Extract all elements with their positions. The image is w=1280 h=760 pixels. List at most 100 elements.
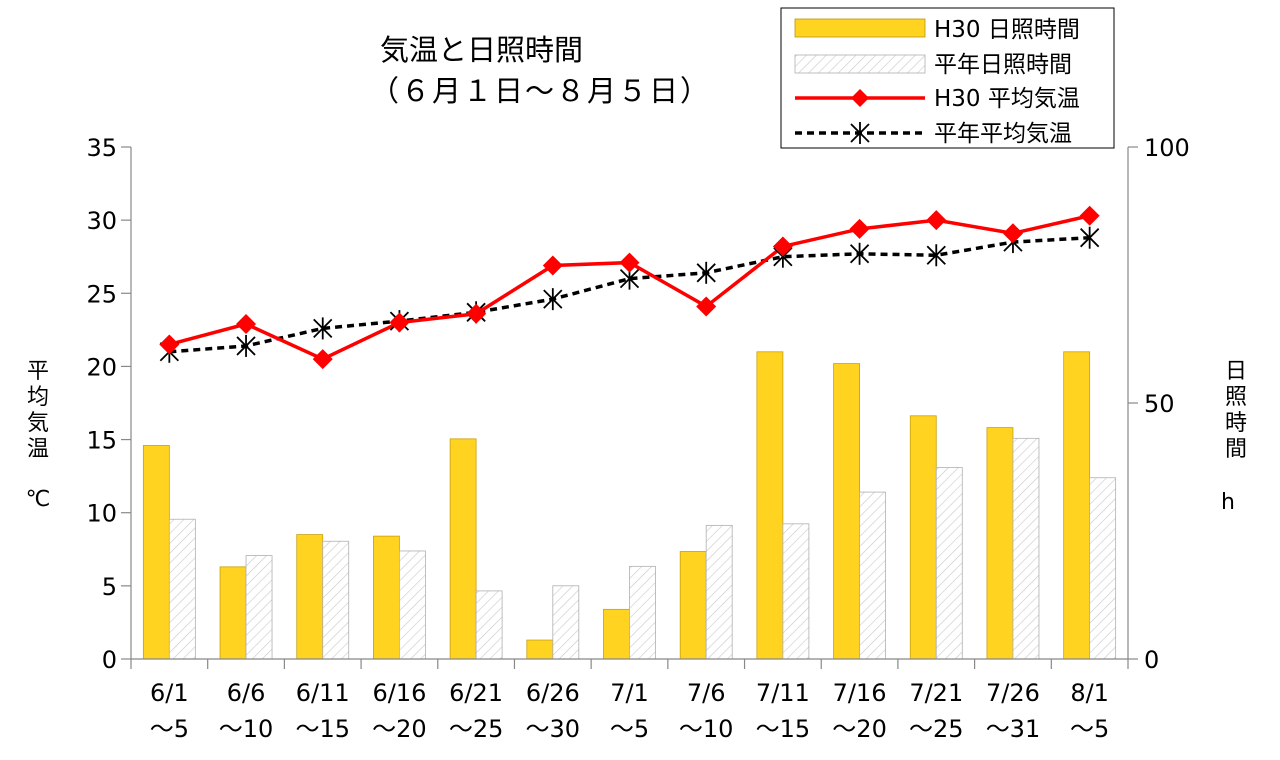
- x-tick-label: 6/11: [296, 679, 350, 707]
- legend-marker-h30-temp: [851, 89, 869, 107]
- x-tick-label: 6/6: [227, 679, 266, 707]
- y-axis-left-label-char: 平: [27, 359, 49, 384]
- bar-normal-sunshine: [475, 590, 503, 660]
- marker-h30-temp: [619, 252, 640, 273]
- x-tick-label: 6/21: [449, 679, 503, 707]
- bar-normal-sunshine: [629, 565, 656, 660]
- bar-h30-sunshine: [296, 534, 324, 660]
- legend: H30 日照時間 平年日照時間 H30 平均気温 平年平均気温: [780, 7, 1115, 149]
- bar-h30-sunshine: [373, 535, 400, 660]
- marker-h30-temp: [849, 218, 870, 239]
- bar-h30-sunshine: [603, 608, 630, 660]
- x-tick-label: ～25: [449, 715, 504, 743]
- x-tick-label: ～20: [832, 715, 887, 743]
- x-tick-label: ～5: [1070, 715, 1109, 743]
- y-left-tick-label: 30: [86, 207, 117, 235]
- x-tick-label: ～15: [756, 715, 811, 743]
- x-tick-label: ～15: [295, 715, 350, 743]
- x-tick-label: ～5: [610, 715, 649, 743]
- y-axis-left-unit: ℃: [26, 487, 51, 512]
- line-series-group: [159, 205, 1100, 370]
- marker-h30-temp: [1079, 205, 1100, 226]
- y-axis-right-label: 日照時間: [1225, 359, 1247, 462]
- bar-normal-sunshine: [168, 518, 196, 660]
- bar-normal-sunshine: [552, 585, 580, 660]
- bar-h30-sunshine: [833, 363, 860, 660]
- marker-normal-temp: [236, 334, 256, 357]
- x-tick-label: 7/26: [986, 679, 1040, 707]
- bar-h30-sunshine: [986, 427, 1014, 660]
- y-axis-left-label: 平均気温: [27, 359, 49, 462]
- legend-marker-normal-temp: [850, 122, 870, 144]
- marker-h30-temp: [542, 255, 563, 276]
- x-tick-label: 8/1: [1070, 679, 1109, 707]
- marker-h30-temp: [236, 314, 257, 335]
- marker-h30-temp: [926, 210, 947, 231]
- y-right-tick-label: 50: [1144, 390, 1175, 418]
- legend-label-normal-temp: 平年平均気温: [934, 121, 1072, 147]
- y-axis-left-label-char: 気: [27, 411, 49, 436]
- bar-normal-sunshine: [705, 524, 733, 660]
- x-tick-label: 6/16: [372, 679, 426, 707]
- x-tick-label: 7/1: [610, 679, 649, 707]
- bar-h30-sunshine: [909, 415, 937, 660]
- y-right-tick-label: 100: [1144, 134, 1190, 162]
- legend-label-h30-temp: H30 平均気温: [934, 86, 1080, 112]
- bar-h30-sunshine: [756, 351, 784, 660]
- x-tick-label: ～31: [986, 715, 1041, 743]
- marker-normal-temp: [543, 288, 563, 311]
- y-left-tick-label: 10: [86, 500, 117, 528]
- legend-swatch-h30-sunshine: [794, 18, 926, 38]
- bar-normal-sunshine: [322, 540, 350, 660]
- legend-label-normal-sunshine: 平年日照時間: [934, 52, 1072, 78]
- bar-normal-sunshine: [935, 467, 963, 660]
- legend-label-h30-sunshine: H30 日照時間: [934, 17, 1080, 43]
- bar-normal-sunshine: [245, 555, 273, 660]
- legend-swatch-normal-sunshine: [794, 54, 926, 74]
- x-tick-label: 7/11: [756, 679, 810, 707]
- bar-normal-sunshine: [782, 523, 810, 660]
- bar-h30-sunshine: [1063, 351, 1091, 660]
- y-left-tick-label: 25: [86, 280, 117, 308]
- x-tick-label: ～20: [372, 715, 427, 743]
- y-axis-right-unit: h: [1221, 490, 1235, 515]
- x-tick-label: ～10: [679, 715, 734, 743]
- marker-normal-temp: [696, 261, 716, 284]
- y-axis-right-label-char: 照: [1225, 385, 1247, 410]
- axes-group: 0 5 10 15 20 25 30 35 0 50 100 6/1 ～5 6/6 ～10 6/11 ～15 6/…: [86, 134, 1189, 743]
- y-axis-right-label-char: 時: [1225, 411, 1247, 436]
- bar-h30-sunshine: [526, 639, 554, 660]
- marker-h30-temp: [389, 312, 410, 333]
- x-tick-label: ～10: [219, 715, 274, 743]
- y-right-tick-label: 0: [1144, 646, 1159, 674]
- bar-normal-sunshine: [1089, 477, 1117, 660]
- bar-normal-sunshine: [1012, 437, 1040, 660]
- y-axis-right-label-char: 間: [1225, 437, 1247, 462]
- marker-h30-temp: [1002, 223, 1023, 244]
- y-left-tick-label: 20: [86, 353, 117, 381]
- x-tick-label: ～30: [526, 715, 581, 743]
- y-left-tick-label: 35: [86, 134, 117, 162]
- x-tick-label: 7/21: [909, 679, 963, 707]
- bar-h30-sunshine: [679, 551, 707, 660]
- x-tick-label: 6/26: [526, 679, 580, 707]
- marker-h30-temp: [696, 296, 717, 317]
- x-tick-label: 7/16: [833, 679, 887, 707]
- marker-h30-temp: [159, 334, 180, 355]
- y-left-tick-label: 15: [86, 427, 117, 455]
- y-axis-right-label-char: 日: [1225, 359, 1247, 384]
- y-axis-left-label-char: 温: [27, 437, 49, 462]
- chart-title: 気温と日照時間: [380, 33, 583, 67]
- marker-h30-temp: [466, 303, 487, 324]
- bar-series-group: [142, 351, 1117, 660]
- y-left-tick-label: 0: [102, 646, 117, 674]
- x-tick-label: ～5: [150, 715, 189, 743]
- bar-h30-sunshine: [219, 566, 247, 660]
- bar-normal-sunshine: [859, 491, 886, 660]
- y-left-tick-label: 5: [102, 573, 117, 601]
- marker-normal-temp: [926, 244, 946, 267]
- bar-h30-sunshine: [449, 438, 477, 660]
- chart-subtitle: （６月１日～８月５日）: [370, 74, 711, 108]
- marker-normal-temp: [1080, 226, 1100, 249]
